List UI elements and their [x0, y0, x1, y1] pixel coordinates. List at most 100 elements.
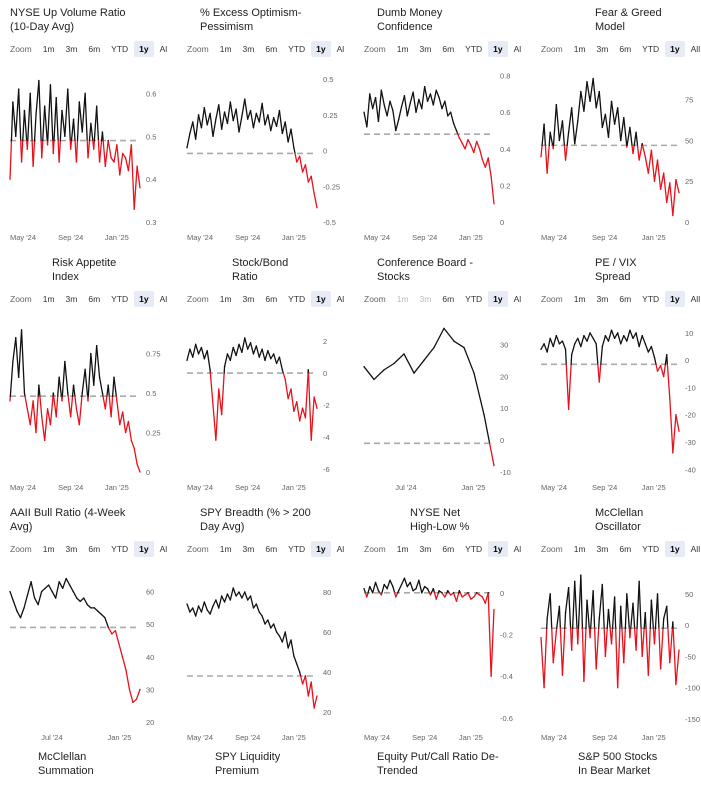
- zoom-button-3m[interactable]: 3m: [242, 544, 255, 554]
- zoom-button-1m[interactable]: 1m: [219, 294, 232, 304]
- data-point: [441, 592, 443, 594]
- zoom-button-6m[interactable]: 6m: [88, 294, 101, 304]
- zoom-button-1m[interactable]: 1m: [219, 44, 232, 54]
- data-point: [568, 408, 570, 410]
- data-point: [221, 595, 223, 597]
- zoom-button-1y[interactable]: 1y: [134, 541, 154, 557]
- zoom-button-all[interactable]: All: [690, 544, 701, 554]
- y-tick-label: 0.8: [500, 72, 510, 81]
- zoom-button-6m[interactable]: 6m: [619, 544, 632, 554]
- zoom-button-3m[interactable]: 3m: [419, 44, 432, 54]
- zoom-button-1y[interactable]: 1y: [311, 541, 331, 557]
- footer-title-sp500-bear-market: S&P 500 Stocks In Bear Market: [578, 750, 701, 778]
- data-point: [412, 590, 414, 592]
- zoom-button-al[interactable]: Al: [159, 294, 168, 304]
- zoom-button-1m[interactable]: 1m: [573, 544, 586, 554]
- zoom-button-ytd[interactable]: YTD: [465, 44, 483, 54]
- zoom-button-ytd[interactable]: YTD: [288, 544, 306, 554]
- zoom-button-1m[interactable]: 1m: [42, 544, 55, 554]
- data-point: [366, 596, 368, 598]
- zoom-button-al[interactable]: Al: [336, 544, 345, 554]
- zoom-button-al[interactable]: Al: [336, 44, 345, 54]
- zoom-button-al[interactable]: Al: [159, 44, 168, 54]
- data-point: [212, 404, 214, 406]
- zoom-button-1y[interactable]: 1y: [134, 291, 154, 307]
- zoom-button-ytd[interactable]: YTD: [642, 44, 660, 54]
- series-segment: [209, 605, 214, 615]
- data-point: [203, 107, 205, 109]
- zoom-button-1m[interactable]: 1m: [396, 44, 409, 54]
- zoom-button-al[interactable]: Al: [159, 544, 168, 554]
- series-segment: [20, 139, 24, 163]
- series-segment: [400, 95, 406, 108]
- zoom-button-3m[interactable]: 3m: [419, 294, 432, 304]
- series-segment: [543, 627, 548, 689]
- x-tick-label: May '24: [10, 483, 36, 492]
- zoom-button-ytd[interactable]: YTD: [111, 44, 129, 54]
- zoom-button-6m[interactable]: 6m: [265, 294, 278, 304]
- zoom-button-ytd[interactable]: YTD: [111, 544, 129, 554]
- series-segment: [122, 411, 127, 434]
- data-point: [377, 120, 380, 122]
- series-segment: [232, 587, 237, 597]
- zoom-button-1y[interactable]: 1y: [665, 541, 685, 557]
- zoom-button-1m[interactable]: 1m: [396, 544, 409, 554]
- zoom-button-ytd[interactable]: YTD: [465, 544, 483, 554]
- zoom-button-ytd[interactable]: YTD: [288, 44, 306, 54]
- zoom-button-ytd[interactable]: YTD: [642, 544, 660, 554]
- zoom-button-3m[interactable]: 3m: [596, 544, 609, 554]
- zoom-button-al[interactable]: Al: [336, 294, 345, 304]
- zoom-button-al[interactable]: Al: [513, 44, 522, 54]
- zoom-button-1m[interactable]: 1m: [573, 44, 586, 54]
- zoom-button-3m[interactable]: 3m: [242, 44, 255, 54]
- zoom-button-1y[interactable]: 1y: [311, 291, 331, 307]
- zoom-button-al[interactable]: Al: [513, 294, 522, 304]
- zoom-button-all[interactable]: All: [690, 44, 701, 54]
- series-segment: [241, 98, 246, 117]
- series-segment: [206, 350, 211, 371]
- series-segment: [307, 681, 312, 697]
- zoom-button-1y[interactable]: 1y: [488, 541, 508, 557]
- zoom-button-3m[interactable]: 3m: [65, 44, 78, 54]
- zoom-button-ytd[interactable]: YTD: [111, 294, 129, 304]
- zoom-button-6m[interactable]: 6m: [442, 44, 455, 54]
- zoom-button-1y[interactable]: 1y: [488, 41, 508, 57]
- zoom-button-6m[interactable]: 6m: [619, 294, 632, 304]
- data-point: [313, 396, 315, 398]
- zoom-button-al[interactable]: Al: [513, 544, 522, 554]
- zoom-button-1m[interactable]: 1m: [42, 44, 55, 54]
- zoom-button-all[interactable]: All: [690, 294, 701, 304]
- series-segment: [540, 144, 543, 158]
- data-point: [9, 178, 11, 180]
- zoom-button-ytd[interactable]: YTD: [288, 294, 306, 304]
- zoom-button-6m[interactable]: 6m: [442, 294, 455, 304]
- zoom-button-ytd[interactable]: YTD: [642, 294, 660, 304]
- zoom-button-1m[interactable]: 1m: [396, 294, 409, 304]
- zoom-button-3m[interactable]: 3m: [596, 44, 609, 54]
- data-point: [644, 612, 646, 614]
- zoom-button-1y[interactable]: 1y: [665, 41, 685, 57]
- data-point: [284, 631, 286, 633]
- zoom-button-6m[interactable]: 6m: [619, 44, 632, 54]
- zoom-button-3m[interactable]: 3m: [242, 294, 255, 304]
- zoom-button-6m[interactable]: 6m: [88, 544, 101, 554]
- zoom-button-ytd[interactable]: YTD: [465, 294, 483, 304]
- zoom-button-1m[interactable]: 1m: [219, 544, 232, 554]
- zoom-button-3m[interactable]: 3m: [596, 294, 609, 304]
- zoom-button-1y[interactable]: 1y: [488, 291, 508, 307]
- series-segment: [635, 627, 638, 651]
- zoom-button-6m[interactable]: 6m: [442, 544, 455, 554]
- zoom-button-1y[interactable]: 1y: [665, 291, 685, 307]
- data-point: [278, 635, 281, 637]
- zoom-button-6m[interactable]: 6m: [265, 44, 278, 54]
- zoom-button-1y[interactable]: 1y: [134, 41, 154, 57]
- zoom-button-6m[interactable]: 6m: [265, 544, 278, 554]
- series-segment: [655, 363, 659, 372]
- zoom-button-1m[interactable]: 1m: [42, 294, 55, 304]
- zoom-button-1m[interactable]: 1m: [573, 294, 586, 304]
- zoom-button-6m[interactable]: 6m: [88, 44, 101, 54]
- zoom-button-3m[interactable]: 3m: [65, 544, 78, 554]
- zoom-button-3m[interactable]: 3m: [419, 544, 432, 554]
- zoom-button-3m[interactable]: 3m: [65, 294, 78, 304]
- zoom-button-1y[interactable]: 1y: [311, 41, 331, 57]
